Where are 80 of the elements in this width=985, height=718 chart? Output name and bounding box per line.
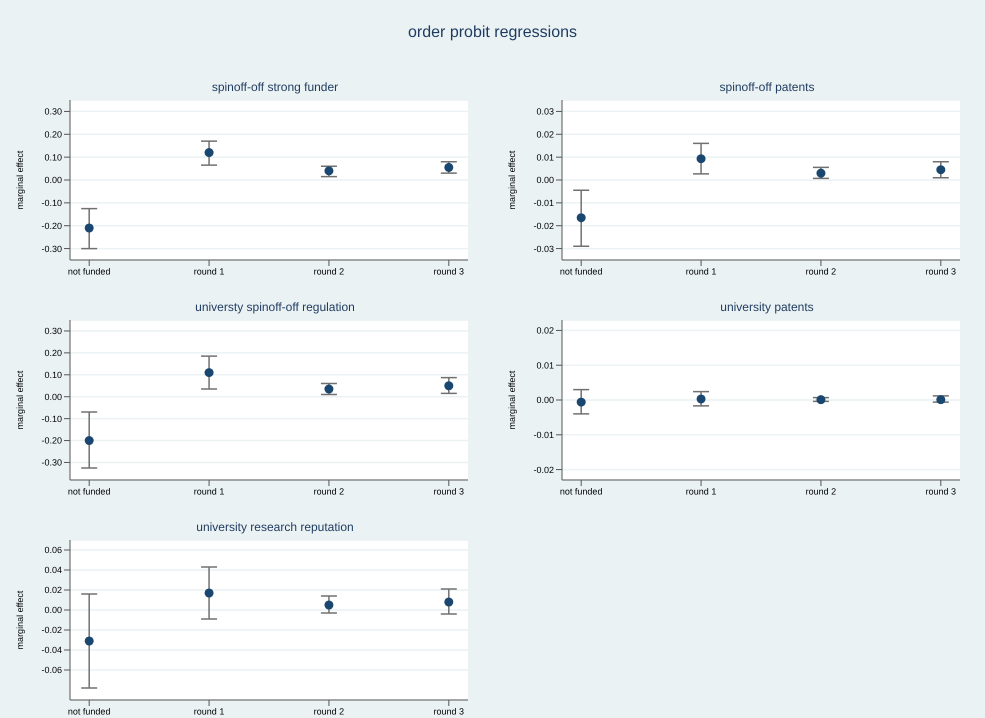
y-tick-label: -0.03 [533,244,554,254]
y-tick-label: 0.02 [536,326,554,336]
y-tick-label: 0.20 [44,348,62,358]
x-tick-label: round 3 [434,266,464,276]
point [444,162,454,172]
x-tick-label: not funded [68,706,110,716]
y-tick-label: -0.02 [41,625,62,636]
x-tick-label: not funded [560,266,602,276]
x-tick-label: round 2 [806,486,836,496]
y-tick-label: -0.02 [533,464,554,475]
y-tick-label: 0.00 [44,605,62,616]
x-tick-label: not funded [68,266,110,276]
y-tick-label: 0.00 [536,175,554,186]
x-tick-label: round 1 [686,266,716,276]
y-tick-label: 0.20 [44,129,62,140]
y-tick-label: -0.20 [41,436,62,446]
x-tick-label: round 3 [926,486,956,496]
y-tick-label: 0.00 [44,392,62,402]
point [444,381,454,390]
y-tick-label: -0.10 [41,198,62,208]
y-tick-label: 0.04 [44,565,62,576]
x-tick-label: not funded [68,486,110,496]
point [84,436,94,446]
chart-title: university patents [719,300,815,316]
x-tick-label: round 2 [314,266,344,276]
x-tick-label: round 3 [434,706,464,716]
x-tick-label: round 1 [194,266,224,276]
point [576,213,586,222]
y-tick-label: 0.10 [44,370,62,380]
y-tick-label: 0.06 [44,545,62,556]
y-tick-label: 0.30 [44,106,62,117]
x-tick-label: round 1 [194,486,224,496]
chart-title: spinoff-off strong funder [210,80,340,96]
x-tick-label: round 1 [686,486,716,496]
x-tick-label: round 3 [434,486,464,496]
y-tick-label: -0.06 [41,665,62,676]
y-tick-label: 0.00 [44,175,62,186]
point [324,166,334,176]
y-tick-label: -0.20 [41,220,62,231]
y-axis-title: marginal effect [507,370,518,430]
y-tick-label: -0.04 [41,645,62,656]
y-tick-label: 0.30 [44,326,62,336]
point [696,154,706,164]
point [324,600,334,610]
x-tick-label: round 2 [806,266,836,276]
x-tick-label: round 2 [314,486,344,496]
chart-title: universty spinoff-off regulation [194,300,356,316]
y-tick-label: 0.01 [536,152,554,162]
y-axis-title: marginal effect [15,370,26,430]
point [936,165,946,174]
chart-title: university research reputation [195,520,355,536]
point [816,168,826,178]
point [84,223,94,233]
x-tick-label: round 1 [194,706,224,716]
point [444,597,454,607]
y-tick-label: -0.01 [533,198,554,208]
y-tick-label: -0.30 [41,458,62,468]
y-tick-label: 0.02 [44,585,62,596]
point [204,588,214,598]
y-tick-label: 0.00 [536,395,554,406]
x-tick-label: round 2 [314,706,344,716]
y-tick-label: -0.30 [41,244,62,254]
y-tick-label: -0.10 [41,414,62,424]
point [324,384,334,394]
point [204,148,214,158]
y-tick-label: 0.02 [536,129,554,140]
y-tick-label: -0.01 [533,430,554,440]
y-tick-label: 0.01 [536,360,554,370]
x-tick-label: not funded [560,486,602,496]
y-axis-title: marginal effect [15,150,26,210]
x-tick-label: round 3 [926,266,956,276]
y-tick-label: 0.03 [536,106,554,117]
chart-title: spinoff-off patents [718,80,816,96]
y-axis-title: marginal effect [15,590,26,650]
y-tick-label: -0.02 [533,220,554,231]
point [204,368,214,378]
y-tick-label: 0.10 [44,152,62,162]
y-axis-title: marginal effect [507,150,518,210]
point [84,636,94,646]
text: order probit regressions [407,24,578,42]
